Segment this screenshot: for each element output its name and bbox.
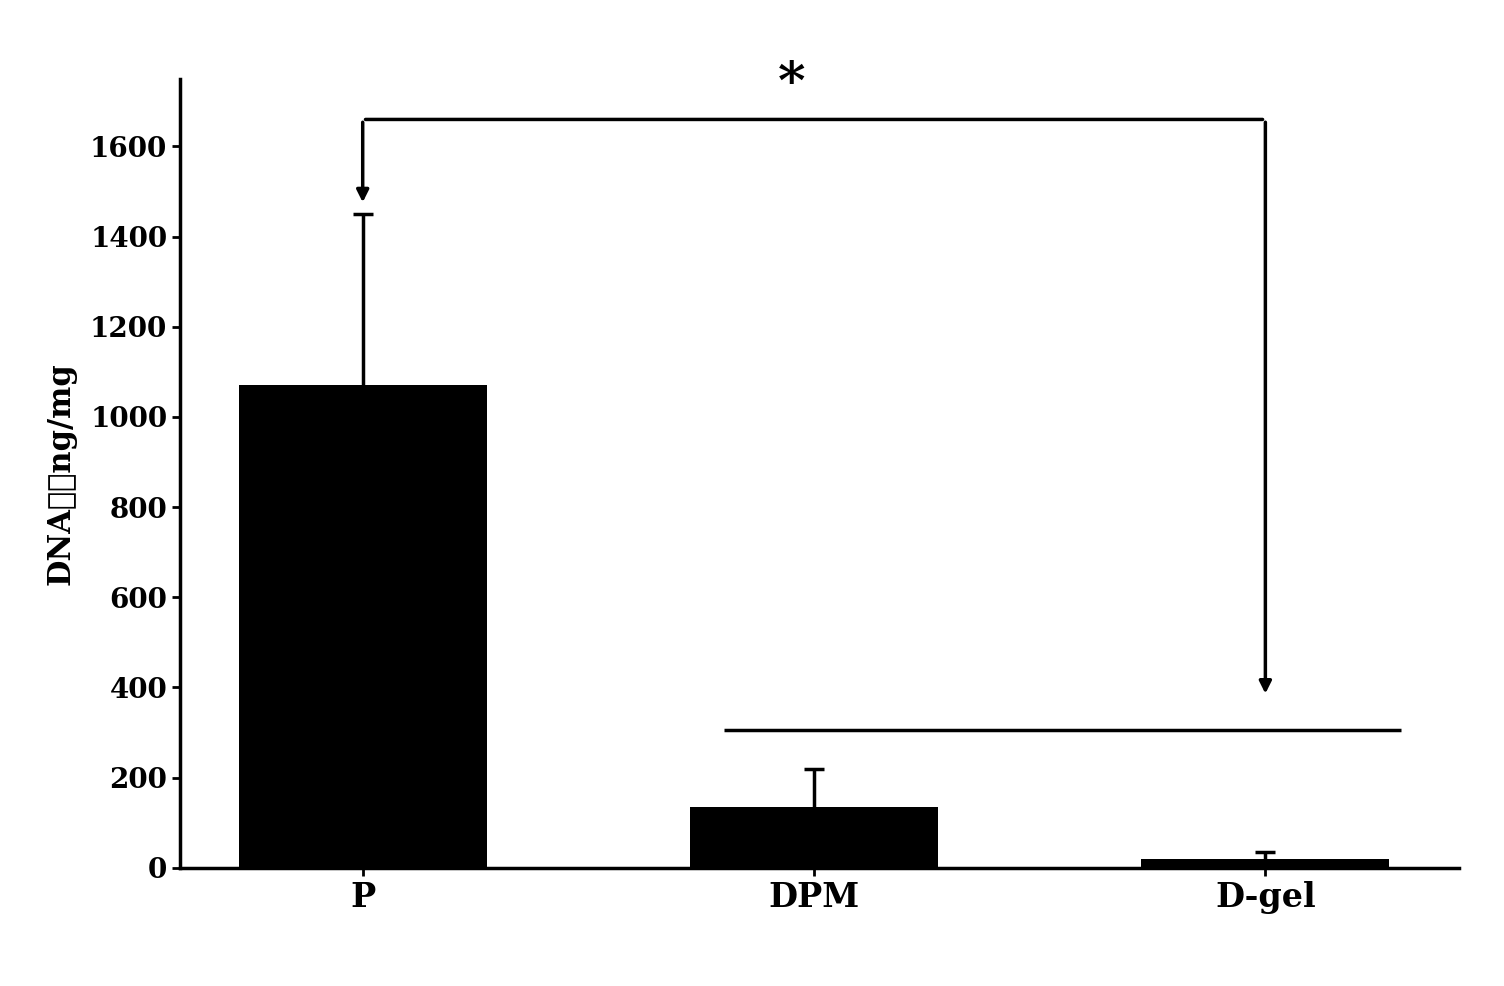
Text: *: * <box>778 59 805 110</box>
Bar <box>239 386 487 868</box>
Y-axis label: DNA含量ng/mg: DNA含量ng/mg <box>45 362 77 585</box>
Bar <box>690 807 938 868</box>
Bar <box>1142 859 1390 868</box>
